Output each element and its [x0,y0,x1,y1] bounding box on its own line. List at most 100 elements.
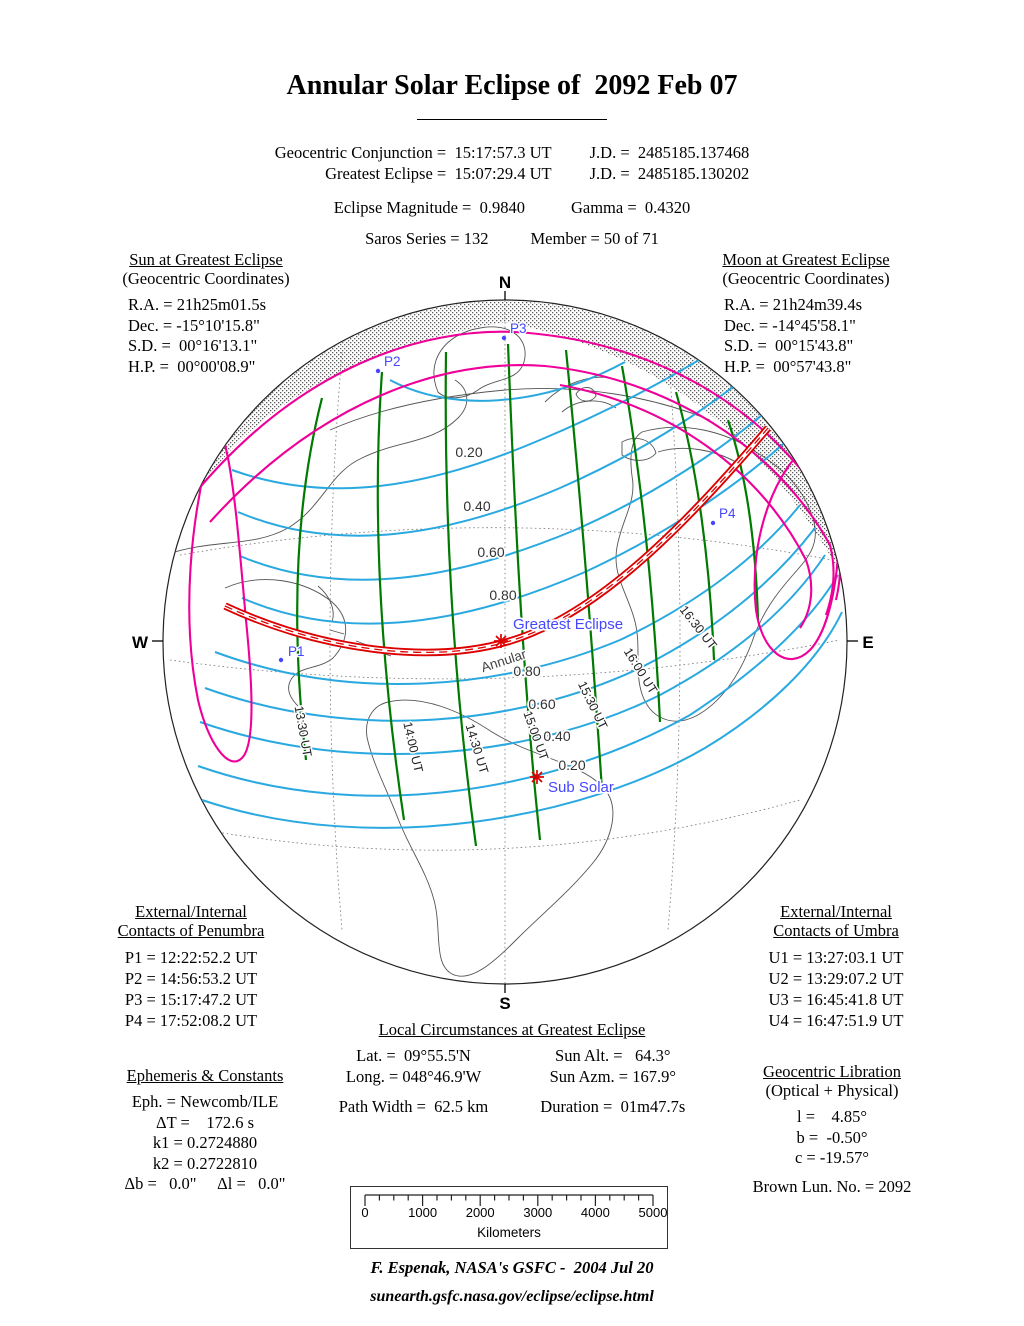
conjunction-table: Geocentric Conjunction = 15:17:57.3 UT J… [275,142,750,184]
scale-bar: 0 1000 2000 3000 4000 5000 Kilometers [350,1186,668,1249]
penumbra-title-2: Contacts of Penumbra [117,921,265,940]
scale-tick-label: 4000 [580,1205,610,1220]
u1-time: U1 = 13:27:03.1 UT [768,948,904,967]
libration-title: Geocentric Libration [763,1062,901,1081]
path-width: Path Width = 62.5 km [338,1097,489,1116]
libration-subtitle: (Optical + Physical) [765,1081,899,1100]
scale-ruler [364,1194,654,1206]
greatest-eclipse-time: Greatest Eclipse = 15:07:29.4 UT [325,164,552,183]
longitude: Long. = 048°46.9'W [345,1067,482,1086]
u3-time: U3 = 16:45:41.8 UT [768,990,904,1009]
sun-sd: S.D. = 00°16'13.1" [128,336,258,355]
moon-coordinates-block: Moon at Greatest Eclipse (Geocentric Coo… [700,250,912,377]
time-contours [296,343,760,847]
compass-e: E [862,633,873,652]
mag-label: 0.60 [477,544,504,560]
sun-block-subtitle: (Geocentric Coordinates) [122,269,290,288]
mag-label: 0.20 [558,757,585,773]
delta-t: ΔT = 172.6 s [156,1112,254,1132]
p2-label: P2 [384,354,401,369]
umbra-contacts-block: External/Internal Contacts of Umbra U1 =… [740,902,932,1031]
scale-tick-label: 5000 [638,1205,668,1220]
duration: Duration = 01m47.7s [540,1097,686,1116]
mag-label: 0.80 [489,587,516,603]
penumbra-title-1: External/Internal [135,902,247,921]
p1-label: P1 [288,644,305,659]
brown-lunation-number: Brown Lun. No. = 2092 [752,1176,912,1196]
jd-conjunction: J.D. = 2485185.137468 [589,143,750,162]
jd-greatest: J.D. = 2485185.130202 [589,164,750,183]
ephemeris-block: Ephemeris & Constants Eph. = Newcomb/ILE… [95,1066,315,1195]
moon-hp: H.P. = 00°57'43.8" [724,356,852,376]
penumbra-contacts-block: External/Internal Contacts of Penumbra P… [95,902,287,1031]
saros-member: Member = 50 of 71 [530,229,659,248]
scale-unit-label: Kilometers [477,1225,541,1240]
source-url: sunearth.gsfc.nasa.gov/eclipse/eclipse.h… [370,1288,654,1305]
sun-altitude: Sun Alt. = 64.3° [555,1046,671,1065]
k1-constant: k1 = 0.2724880 [152,1133,258,1152]
compass-s: S [499,994,510,1013]
scale-tick-label: 2000 [465,1205,495,1220]
sun-dec: Dec. = -15°10'15.8" [128,315,260,335]
compass-ticks [152,291,858,993]
sun-block-title: Sun at Greatest Eclipse [129,250,283,269]
compass-w: W [132,633,149,652]
geocentric-conjunction: Geocentric Conjunction = 15:17:57.3 UT [274,143,552,162]
moon-block-title: Moon at Greatest Eclipse [722,250,890,269]
libration-l: l = 4.85° [797,1107,867,1126]
mag-label: 0.40 [543,728,570,744]
libration-c: c = -19.57° [794,1148,870,1167]
k2-constant: k2 = 0.2722810 [152,1153,258,1173]
ut-label: 14:00 UT [400,720,425,774]
graticule [169,300,841,984]
sun-azimuth: Sun Azm. = 167.9° [549,1067,676,1086]
moon-ra: R.A. = 21h24m39.4s [724,295,863,314]
mag-label: 0.60 [528,696,555,712]
delta-b-l: Δb = 0.0" Δl = 0.0" [124,1174,286,1193]
central-path [223,425,771,657]
magnitude-labels-lower: 0.80 0.60 0.40 0.20 [512,661,588,775]
scale-tick-label: 0 [361,1205,369,1220]
eclipse-magnitude: Eclipse Magnitude = 0.9840 [333,198,525,217]
sub-solar-marker: Sub Solar [530,770,616,798]
scale-tick-label: 3000 [523,1205,553,1220]
umbra-title-1: External/Internal [780,902,892,921]
compass-n: N [499,273,511,292]
contact-points: P1 P2 P3 P4 [278,320,737,663]
p2-time: P2 = 14:56:53.2 UT [124,969,258,988]
title-rule [417,119,607,120]
libration-b: b = -0.50° [796,1127,868,1147]
p3-label: P3 [510,321,527,336]
moon-dec: Dec. = -14°45'58.1" [724,315,856,335]
sun-hp: H.P. = 00°00'08.9" [128,356,256,376]
p4-time: P4 = 17:52:08.2 UT [124,1011,258,1030]
sun-ra: R.A. = 21h25m01.5s [128,295,267,314]
latitude: Lat. = 09°55.5'N [356,1046,471,1065]
u2-time: U2 = 13:29:07.2 UT [768,969,904,988]
scale-tick-label: 1000 [408,1205,438,1220]
mag-label: 0.80 [513,663,540,679]
ephemeris-title: Ephemeris & Constants [126,1066,284,1085]
u4-time: U4 = 16:47:51.9 UT [768,1011,904,1030]
sub-solar-label: Sub Solar [548,779,614,796]
ut-label: 13:30 UT [292,705,315,758]
local-title: Local Circumstances at Greatest Eclipse [378,1020,646,1039]
magnitude-row: Eclipse Magnitude = 0.9840 Gamma = 0.432… [334,197,691,218]
p1-time: P1 = 12:22:52.2 UT [124,948,258,967]
night-shading [195,301,839,571]
saros-series: Saros Series = 132 [365,229,489,248]
umbra-title-2: Contacts of Umbra [773,921,899,940]
greatest-eclipse-label: Greatest Eclipse [513,616,623,633]
greatest-eclipse-marker: Greatest Eclipse [494,614,625,648]
local-circumstances-block: Local Circumstances at Greatest Eclipse … [339,1020,685,1117]
magnitude-labels-upper: 0.20 0.40 0.60 0.80 [454,442,519,605]
local-grid: Lat. = 09°55.5'N Sun Alt. = 64.3° Long. … [339,1045,685,1117]
credit-line: F. Espenak, NASA's GSFC - 2004 Jul 20 [370,1258,654,1277]
p3-time: P3 = 15:17:47.2 UT [124,990,258,1009]
page-title: Annular Solar Eclipse of 2092 Feb 07 [286,70,738,101]
libration-block: Geocentric Libration (Optical + Physical… [732,1062,932,1197]
moon-block-subtitle: (Geocentric Coordinates) [722,269,890,288]
p4-label: P4 [719,506,736,521]
